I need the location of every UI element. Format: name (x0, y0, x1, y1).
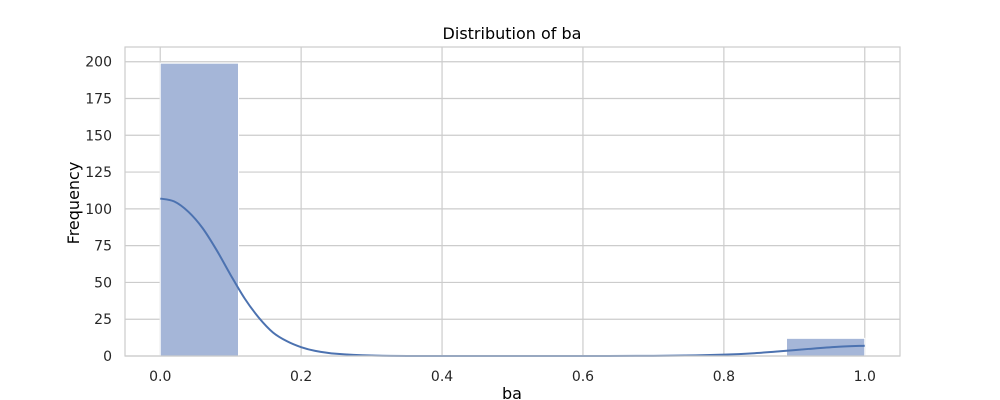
y-tick-label: 175 (85, 92, 112, 108)
y-tick-label: 150 (85, 128, 112, 144)
kde-curve (160, 197, 865, 358)
y-tick-label: 25 (94, 312, 112, 328)
y-axis-label: Frequency (64, 162, 83, 245)
y-tick-label: 0 (103, 349, 112, 365)
chart-title: Distribution of ba (443, 24, 582, 43)
x-tick-labels: 0.0 0.2 0.4 0.6 0.8 1.0 (149, 369, 876, 385)
y-tick-label: 50 (94, 275, 112, 291)
y-tick-label: 200 (85, 55, 112, 71)
y-tick-label: 100 (85, 202, 112, 218)
x-tick-label: 0.0 (149, 369, 171, 385)
x-tick-label: 0.2 (290, 369, 312, 385)
histogram-bars (159, 62, 866, 357)
plot-frame (124, 46, 901, 357)
x-tick-label: 1.0 (854, 369, 876, 385)
x-tick-label: 0.8 (713, 369, 735, 385)
kde-curve-group (160, 197, 865, 358)
histogram-bar (159, 62, 240, 357)
x-axis-label: ba (502, 384, 522, 400)
grid (125, 47, 900, 357)
y-tick-label: 75 (94, 239, 112, 255)
y-tick-labels: 0 25 50 75 100 125 150 175 200 (85, 55, 112, 365)
x-tick-label: 0.6 (572, 369, 594, 385)
x-tick-label: 0.4 (431, 369, 453, 385)
y-tick-label: 125 (85, 165, 112, 181)
